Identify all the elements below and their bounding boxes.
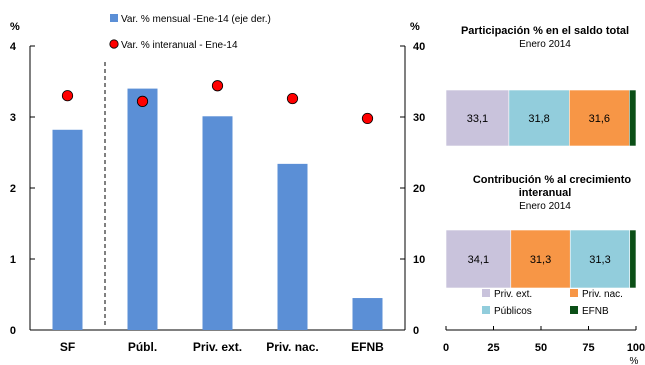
right-tick-label: 20 [413,183,425,195]
growth-chart-title-line1: Contribución % al crecimiento [473,174,632,186]
right-tick-label: 40 [413,41,425,53]
left-tick-label: 0 [10,325,16,337]
category-label: Priv. ext. [193,340,242,354]
left-tick-label: 2 [10,183,16,195]
share-bar-segment [508,89,570,147]
marker-point [61,90,74,102]
category-label: Priv. nac. [266,340,318,354]
growth-chart-title-line2: interanual [519,187,572,199]
bar [277,163,308,330]
bar [202,116,233,330]
share-bar-segment-label: 31,6 [589,113,610,125]
marker-point [136,95,149,107]
left-tick-label: 1 [10,254,16,266]
x-axis-unit-right: % [630,356,639,365]
growth-bar-segment-label: 31,3 [530,254,551,266]
x-tick-label-right: 100 [627,342,645,354]
right-axis-unit: % [410,21,420,33]
legend-label: EFNB [582,306,609,317]
growth-bar-segment-label: 34,1 [468,254,489,266]
legend-swatch [482,306,490,314]
legend-swatch [482,289,490,297]
legend-swatch [570,289,578,297]
marker-point [286,92,299,105]
legend-swatch-bar [110,14,118,22]
right-tick-label: 10 [413,254,425,266]
growth-bar-segment [629,229,637,289]
right-tick-label: 0 [413,325,419,337]
right-tick-label: 30 [413,112,425,124]
share-bar-segment [569,89,630,147]
x-tick-label-right: 0 [443,342,449,354]
right-stacked-charts: Participación % en el saldo total Enero 2… [443,25,645,365]
growth-bar-segment [445,229,512,289]
share-bar-segment-label: 33,1 [467,113,488,125]
share-bar-segment [629,89,637,147]
growth-chart-subtitle: Enero 2014 [519,201,571,212]
share-bar-segment-label: 31,8 [528,113,549,125]
marker-point [361,112,374,125]
x-tick-label-right: 25 [487,342,499,354]
growth-bar-segment-label: 31,3 [589,254,610,266]
share-chart-subtitle: Enero 2014 [519,39,571,50]
legend-label-bar: Var. % mensual -Ene-14 (eje der.) [121,14,271,25]
left-tick-label: 3 [10,112,16,124]
share-chart-title: Participación % en el saldo total [461,25,629,37]
legend-swatch-marker [109,39,119,49]
bar [352,298,383,330]
legend-label-marker: Var. % interanual - Ene-14 [121,40,238,51]
legend-label: Priv. ext. [494,289,532,300]
legend-swatch [570,306,578,314]
x-tick-label-right: 50 [535,342,547,354]
bar [52,129,83,330]
share-bar-segment [445,89,510,147]
category-label: EFNB [351,340,384,354]
bar [127,88,158,330]
marker-point [211,80,224,92]
x-tick-label-right: 75 [582,342,594,354]
category-label: Públ. [128,340,157,354]
left-tick-label: 4 [10,41,17,53]
legend-label: Priv. nac. [582,289,623,300]
left-axis-unit: % [10,21,20,33]
legend-label: Públicos [494,306,532,317]
growth-bar-segment [510,229,571,289]
category-label: SF [60,340,75,354]
